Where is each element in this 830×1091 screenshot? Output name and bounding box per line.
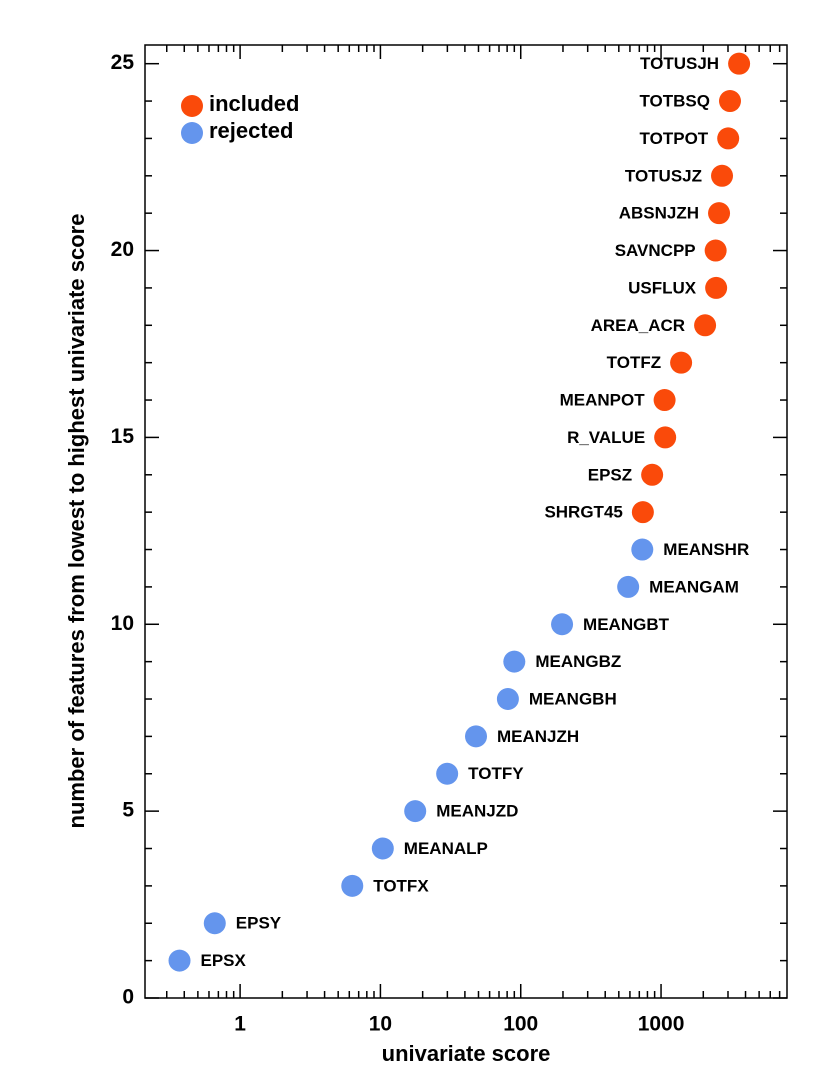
point (641, 463, 664, 486)
y-tick-label: 10 (111, 612, 134, 635)
point (711, 164, 734, 187)
point (694, 314, 717, 337)
x-tick-label: 10 (369, 1013, 392, 1036)
point (168, 949, 191, 972)
point (617, 575, 640, 598)
point-label: EPSY (236, 914, 282, 933)
point-label: MEANGAM (649, 577, 739, 596)
point-label: MEANPOT (560, 391, 646, 410)
point (371, 837, 394, 860)
point (465, 725, 488, 748)
point-label: EPSX (201, 951, 247, 970)
point-label: ABSNJZH (619, 204, 699, 223)
point (341, 874, 364, 897)
legend-label: included (209, 91, 299, 116)
x-axis-title: univariate score (382, 1041, 551, 1066)
y-axis-title: number of features from lowest to highes… (64, 214, 89, 829)
point-label: TOTUSJH (640, 54, 719, 73)
point (705, 276, 728, 299)
x-tick-label: 100 (503, 1013, 538, 1036)
point-label: MEANALP (404, 839, 488, 858)
point-label: SAVNCPP (615, 241, 696, 260)
point (631, 538, 654, 561)
point-label: R_VALUE (567, 428, 645, 447)
point-label: MEANJZD (436, 802, 518, 821)
point-label: SHRGT45 (544, 503, 622, 522)
point-label: USFLUX (628, 278, 697, 297)
point (670, 351, 693, 374)
point (718, 90, 741, 113)
legend-marker (181, 122, 203, 144)
point (708, 202, 731, 225)
y-tick-label: 5 (122, 799, 134, 822)
point (496, 688, 519, 711)
point (503, 650, 526, 673)
point-label: MEANGBZ (535, 652, 621, 671)
point-label: AREA_ACR (591, 316, 685, 335)
point-label: MEANJZH (497, 727, 579, 746)
point (404, 800, 427, 823)
point-label: TOTPOT (640, 129, 709, 148)
legend-marker (181, 95, 203, 117)
y-tick-label: 0 (122, 986, 134, 1009)
point (717, 127, 740, 150)
legend-label: rejected (209, 118, 293, 143)
point-label: TOTBSQ (639, 92, 710, 111)
point-label: EPSZ (588, 465, 632, 484)
point (551, 613, 574, 636)
point-label: MEANGBT (583, 615, 670, 634)
point-label: MEANGBH (529, 690, 617, 709)
x-tick-label: 1000 (638, 1013, 685, 1036)
point (631, 501, 654, 524)
point (203, 912, 226, 935)
point-label: MEANSHR (663, 540, 749, 559)
y-tick-label: 20 (111, 238, 134, 261)
y-tick-label: 25 (111, 51, 135, 74)
point-label: TOTFY (468, 764, 524, 783)
x-tick-label: 1 (234, 1013, 246, 1036)
plot-frame (144, 44, 788, 999)
point (654, 426, 677, 449)
point-label: TOTFX (373, 876, 429, 895)
point-label: TOTUSJZ (625, 166, 702, 185)
point (704, 239, 727, 262)
point-label: TOTFZ (607, 353, 661, 372)
point (436, 762, 459, 785)
point (728, 52, 751, 75)
y-tick-label: 15 (111, 425, 135, 448)
point (653, 389, 676, 412)
